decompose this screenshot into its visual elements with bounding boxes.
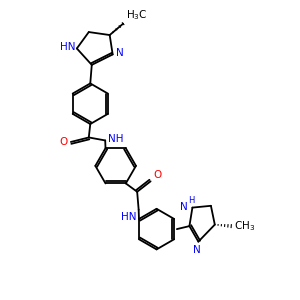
Text: O: O bbox=[59, 137, 67, 147]
Text: HN: HN bbox=[121, 212, 136, 222]
Text: N: N bbox=[180, 202, 188, 212]
Text: NH: NH bbox=[108, 134, 123, 144]
Text: N: N bbox=[116, 48, 124, 58]
Text: CH$_3$: CH$_3$ bbox=[234, 219, 255, 233]
Text: N: N bbox=[193, 245, 201, 255]
Text: H$_3$C: H$_3$C bbox=[125, 8, 147, 22]
Text: O: O bbox=[153, 170, 161, 180]
Text: H: H bbox=[188, 196, 194, 205]
Text: HN: HN bbox=[60, 42, 75, 52]
